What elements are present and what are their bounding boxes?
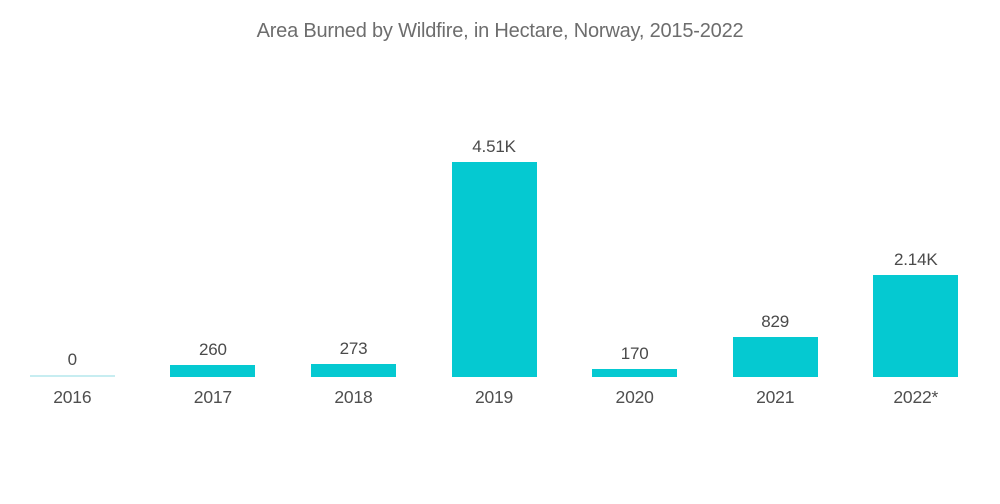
x-axis-row: 2018 [283, 377, 424, 417]
x-axis-row: 2021 [705, 377, 846, 417]
bar-value-label: 170 [620, 344, 649, 363]
bar-chart-plot-area: 0 2016 260 2017 273 2018 4.51K 2019 170 2020 829 20… [2, 60, 986, 417]
bar-value-label: 0 [67, 350, 77, 369]
bar-2019 [451, 162, 537, 377]
bar-value-label: 260 [198, 340, 227, 359]
bar-value-label: 4.51K [472, 137, 516, 156]
bar-value-label: 2.14K [894, 250, 938, 269]
bar-2016 [29, 375, 115, 377]
x-axis-row: 2017 [143, 377, 284, 417]
x-axis-label: 2021 [756, 386, 795, 407]
bar-value-label: 273 [339, 339, 368, 358]
bar-2021 [732, 337, 818, 377]
bar-group-2022: 2.14K 2022* [845, 60, 986, 417]
bar-group-2021: 829 2021 [705, 60, 846, 417]
x-axis-label: 2018 [334, 386, 373, 407]
bar-group-2016: 0 2016 [2, 60, 143, 417]
x-axis-row: 2016 [2, 377, 143, 417]
x-axis-label: 2016 [53, 386, 92, 407]
bar-group-2019: 4.51K 2019 [424, 60, 565, 417]
bar-2017 [170, 365, 256, 377]
x-axis-row: 2020 [564, 377, 705, 417]
bar-group-2017: 260 2017 [143, 60, 284, 417]
x-axis-row: 2022* [845, 377, 986, 417]
x-axis-label: 2019 [474, 386, 514, 407]
x-axis-row: 2019 [424, 377, 565, 417]
bar-group-2018: 273 2018 [283, 60, 424, 417]
x-axis-label: 2017 [193, 386, 232, 407]
bar-2020 [592, 369, 678, 377]
bar-value-label: 829 [761, 312, 790, 331]
bar-2022 [873, 275, 959, 377]
bar-group-2020: 170 2020 [564, 60, 705, 417]
chart-title: Area Burned by Wildfire, in Hectare, Nor… [256, 20, 744, 42]
x-axis-label: 2020 [615, 386, 654, 407]
bar-2018 [310, 364, 396, 377]
x-axis-label: 2022* [893, 386, 939, 407]
